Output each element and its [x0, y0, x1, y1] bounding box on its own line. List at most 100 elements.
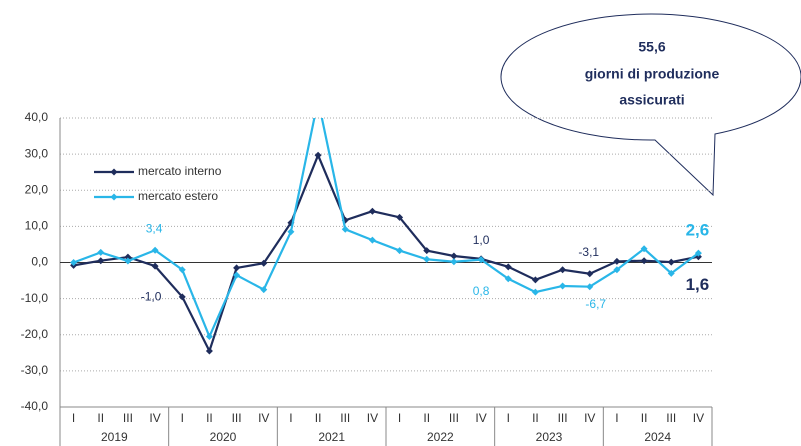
data-label: -6,7	[585, 297, 606, 311]
data-label: -3,1	[578, 245, 599, 259]
y-tick-label: -40,0	[21, 399, 49, 413]
data-label: 1,6	[686, 275, 710, 294]
point-marker	[151, 262, 159, 270]
x-tick-label: III	[232, 411, 242, 425]
x-tick-label: I	[615, 411, 618, 425]
callout-bubble	[500, 13, 801, 197]
legend: mercato interno mercato estero	[94, 164, 222, 203]
point-marker	[640, 245, 648, 253]
y-tick-label: 40,0	[25, 110, 49, 124]
year-label: 2023	[536, 430, 563, 444]
point-marker	[97, 257, 105, 265]
x-tick-label: II	[532, 411, 539, 425]
point-marker	[396, 213, 404, 221]
x-tick-label: III	[340, 411, 350, 425]
x-tick-label: I	[181, 411, 184, 425]
year-label: 2021	[318, 430, 345, 444]
series-line	[73, 118, 700, 340]
year-label: 2019	[101, 430, 128, 444]
y-tick-label: 0,0	[31, 255, 48, 269]
callout-text: 55,6	[638, 39, 665, 55]
legend-marker	[110, 193, 118, 201]
point-marker	[423, 255, 431, 263]
x-tick-label: II	[97, 411, 104, 425]
point-marker	[368, 207, 376, 215]
point-marker	[124, 257, 132, 265]
x-tick-label: III	[449, 411, 459, 425]
point-marker	[151, 246, 159, 254]
point-marker	[477, 256, 485, 264]
point-marker	[450, 252, 458, 260]
point-marker	[423, 247, 431, 255]
callout-text: giorni di produzione	[585, 66, 720, 82]
x-tick-label: III	[123, 411, 133, 425]
x-tick-label: II	[423, 411, 430, 425]
point-marker	[178, 293, 186, 301]
point-marker	[97, 248, 105, 256]
point-marker	[341, 225, 349, 233]
plot-area	[70, 96, 702, 355]
point-marker	[559, 282, 567, 290]
x-tick-label: IV	[693, 411, 704, 425]
point-marker	[586, 283, 594, 291]
callout-text: assicurati	[619, 92, 684, 108]
x-tick-label: II	[641, 411, 648, 425]
point-marker	[315, 96, 322, 103]
legend-marker	[110, 168, 118, 176]
point-marker	[613, 257, 621, 265]
legend-label: mercato interno	[138, 164, 222, 178]
point-marker	[233, 264, 241, 272]
y-tick-label: -30,0	[21, 363, 49, 377]
data-label: 2,6	[686, 221, 710, 240]
point-marker	[124, 253, 132, 261]
data-label: 1,0	[473, 233, 490, 247]
point-marker	[559, 266, 567, 274]
point-marker	[205, 347, 213, 355]
point-marker	[504, 263, 512, 271]
point-marker	[640, 257, 648, 265]
y-tick-label: -10,0	[21, 291, 49, 305]
year-label: 2022	[427, 430, 454, 444]
point-marker	[205, 333, 213, 341]
year-label: 2020	[210, 430, 237, 444]
x-tick-label: II	[206, 411, 213, 425]
y-tick-label: -20,0	[21, 327, 49, 341]
data-label: -1,0	[141, 289, 162, 303]
y-tick-label: 20,0	[25, 182, 49, 196]
point-marker	[396, 247, 404, 255]
series-line	[73, 152, 699, 354]
point-marker	[233, 271, 241, 279]
point-marker	[260, 286, 268, 294]
x-tick-label: IV	[149, 411, 160, 425]
point-marker	[667, 258, 675, 266]
legend-label: mercato estero	[138, 189, 218, 203]
data-label: 0,8	[473, 284, 490, 298]
callout: 55,6 giorni di produzione assicurati	[500, 13, 801, 197]
x-tick-label: III	[666, 411, 676, 425]
point-marker	[613, 266, 621, 274]
point-marker	[694, 249, 702, 257]
point-marker	[450, 258, 458, 266]
point-marker	[178, 266, 186, 274]
point-marker	[70, 259, 78, 266]
y-tick-label: 10,0	[25, 219, 49, 233]
x-tick-label: IV	[258, 411, 269, 425]
x-tick-label: IV	[584, 411, 595, 425]
point-marker	[667, 269, 675, 277]
point-marker	[287, 228, 295, 236]
y-tick-label: 30,0	[25, 146, 49, 160]
point-marker	[368, 236, 376, 244]
point-marker	[586, 270, 594, 278]
point-marker	[531, 288, 539, 296]
x-tick-label: I	[289, 411, 292, 425]
data-label: 3,4	[146, 221, 163, 235]
x-tick-label: IV	[475, 411, 486, 425]
x-tick-label: I	[72, 411, 75, 425]
point-marker	[531, 276, 539, 284]
point-marker	[260, 259, 268, 267]
point-marker	[504, 275, 512, 283]
x-tick-label: I	[398, 411, 401, 425]
year-label: 2024	[644, 430, 671, 444]
x-tick-label: IV	[367, 411, 378, 425]
